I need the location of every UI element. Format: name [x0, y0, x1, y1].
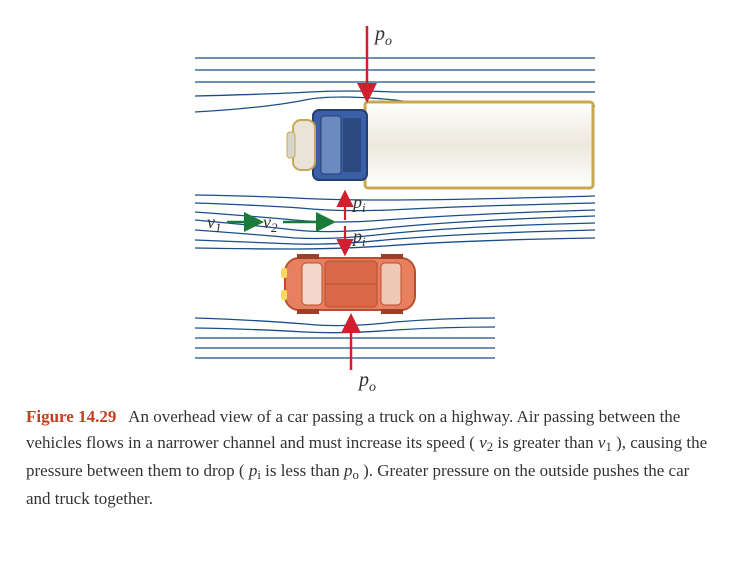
car: [281, 254, 415, 314]
po-bot-label: p: [357, 369, 369, 391]
svg-text:v1: v1: [207, 212, 222, 235]
po-bottom-arrow: po: [351, 318, 376, 395]
svg-text:v2: v2: [263, 212, 278, 235]
svg-text:pi: pi: [351, 226, 366, 249]
figure-container: po po pi pi v1 v2 Figure 14.29 An overhe…: [20, 20, 730, 513]
po-top-arrow: po: [367, 23, 392, 98]
svg-text:pi: pi: [351, 192, 366, 215]
figure-label: Figure 14.29: [26, 407, 116, 426]
truck: [287, 102, 593, 188]
svg-text:po: po: [357, 369, 376, 395]
bernoulli-diagram: po po pi pi v1 v2: [135, 20, 615, 398]
figure-caption: Figure 14.29 An overhead view of a car p…: [20, 404, 730, 513]
svg-text:po: po: [373, 23, 392, 49]
po-top-label: p: [373, 23, 385, 45]
